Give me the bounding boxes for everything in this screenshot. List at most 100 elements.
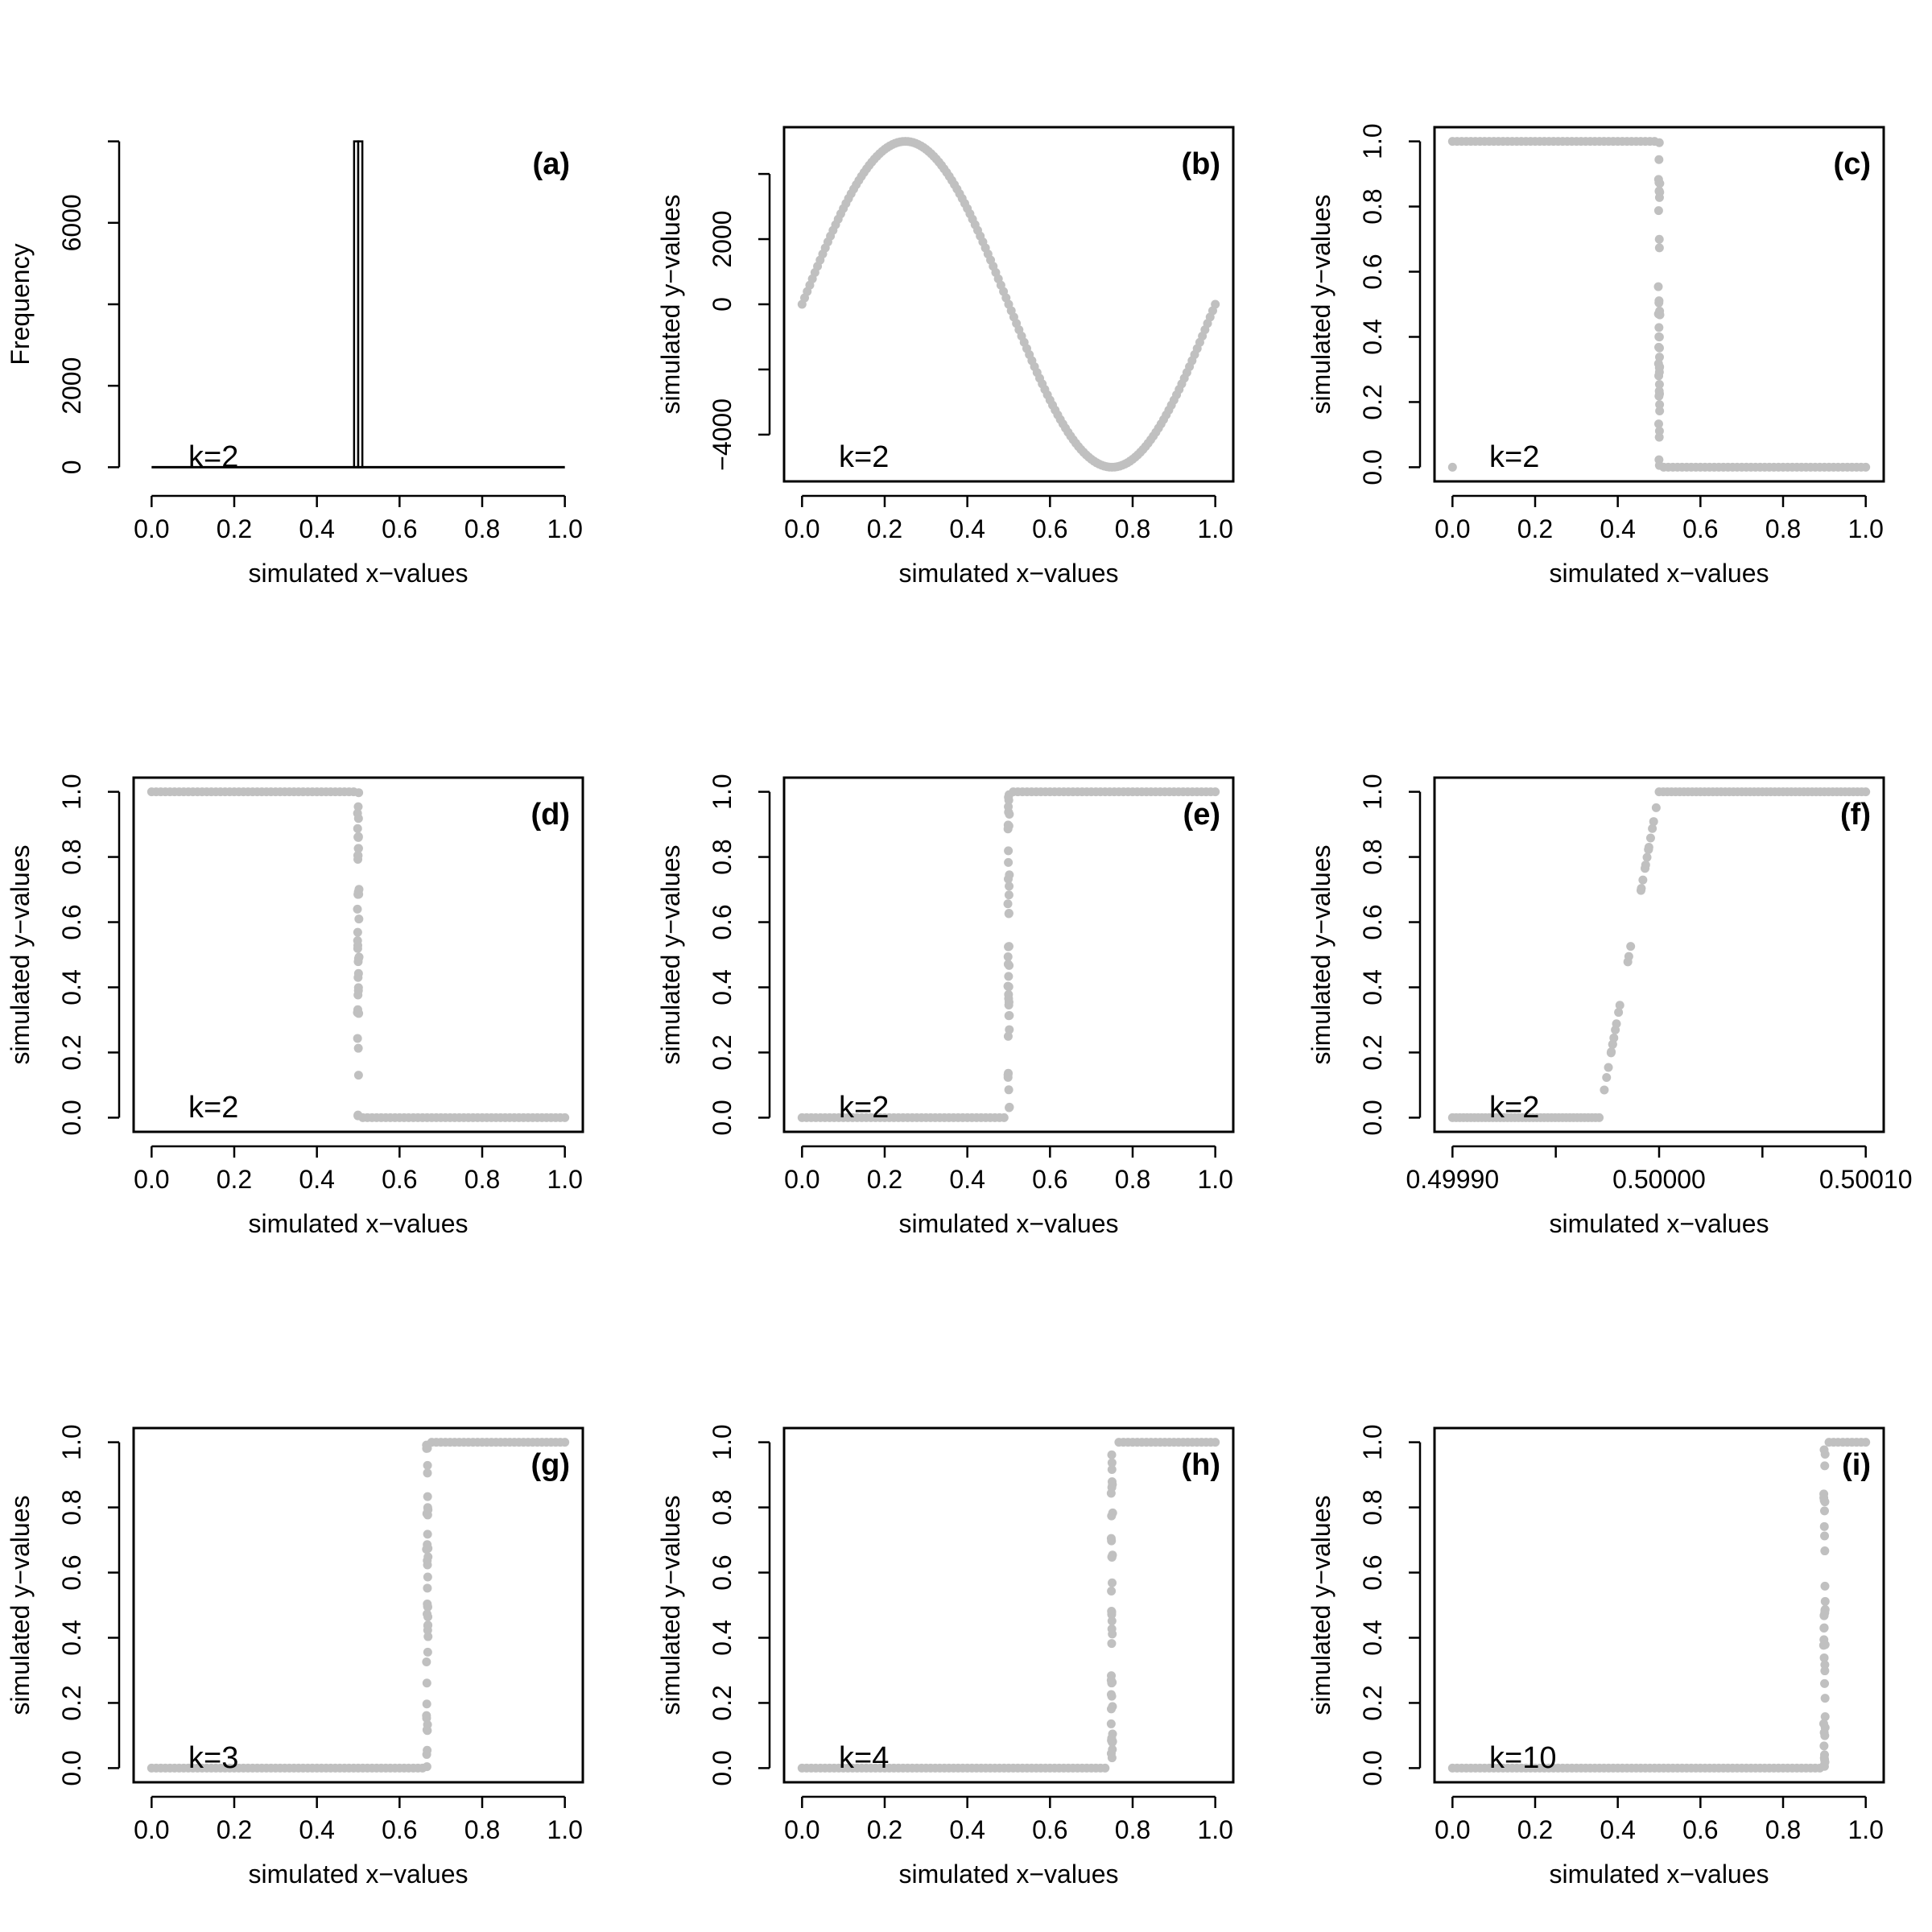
k-annotation: k=4 (839, 1741, 889, 1775)
data-point (1654, 178, 1664, 188)
data-point (423, 1612, 433, 1621)
points (1447, 137, 1871, 472)
data-point (1655, 306, 1665, 316)
y-tick-label: 0.2 (57, 1034, 86, 1070)
x-axis: 0.0 0.2 0.4 0.6 0.8 1.0 (134, 494, 583, 543)
panel-label: (a) (533, 147, 570, 181)
x-tick-label: 0.8 (1115, 514, 1150, 543)
data-point (423, 1632, 433, 1641)
panel-label: (b) (1181, 147, 1220, 181)
data-point (1820, 1497, 1830, 1507)
y-axis: 0 2000 6000 (57, 140, 121, 474)
y-tick-label: 0.8 (708, 1489, 737, 1525)
data-point (1100, 1763, 1110, 1773)
data-point (1820, 1581, 1830, 1591)
x-axis-title: simulated x−values (898, 1860, 1118, 1889)
plot-frame (1433, 776, 1885, 1133)
x-tick-label: 0.8 (1115, 1815, 1150, 1844)
data-point (353, 985, 363, 995)
data-point (353, 936, 362, 946)
k-annotation: k=3 (188, 1741, 238, 1775)
x-tick-label: 0.8 (1765, 514, 1801, 543)
x-tick-label: 0.2 (217, 1165, 252, 1194)
data-point (423, 1572, 432, 1582)
y-tick-label: 6000 (57, 194, 86, 251)
data-point (353, 824, 362, 833)
x-axis-title: simulated x−values (1549, 559, 1769, 588)
y-tick-label: 0.0 (1358, 1100, 1387, 1135)
data-point (1653, 206, 1663, 216)
x-tick-label: 0.4 (299, 1815, 334, 1844)
data-point (423, 1602, 432, 1612)
data-point (1653, 282, 1663, 291)
data-point (353, 1071, 363, 1080)
plot-frame (132, 776, 584, 1133)
x-axis-title: simulated x−values (1549, 1860, 1769, 1889)
x-tick-label: 0.0 (134, 514, 169, 543)
y-tick-label: 1.0 (708, 1424, 737, 1459)
data-point (1819, 1741, 1829, 1751)
x-tick-label: 0.6 (382, 1165, 417, 1194)
data-point (354, 1009, 364, 1018)
data-point (1654, 296, 1664, 306)
panel-label: (g) (530, 1448, 570, 1482)
x-tick-label: 0.2 (867, 1165, 902, 1194)
x-tick-label: 0.4 (299, 1165, 334, 1194)
data-point (1641, 864, 1650, 873)
x-tick-label: 1.0 (1847, 514, 1883, 543)
data-point (1447, 462, 1457, 472)
data-point (1003, 1031, 1013, 1041)
panel-a: 0.0 0.2 0.4 0.6 0.8 1.0 simulated x−values 0 200… (6, 140, 583, 588)
data-point (1108, 1508, 1117, 1517)
data-point (1819, 1611, 1829, 1620)
plot-frame (782, 776, 1235, 1133)
data-point (354, 885, 364, 894)
data-point (423, 1647, 432, 1657)
data-point (353, 802, 363, 811)
y-tick-label: 0.2 (1358, 384, 1387, 419)
y-tick-label: 0.6 (1358, 254, 1387, 289)
y-axis-title: simulated y−values (6, 844, 35, 1064)
y-tick-label: 0.8 (57, 1489, 86, 1525)
x-tick-label: 0.2 (1517, 514, 1553, 543)
x-tick-label: 0.50000 (1612, 1165, 1706, 1194)
x-tick-label: 1.0 (1847, 1815, 1883, 1844)
k-annotation: k=2 (839, 440, 889, 474)
data-point (422, 1762, 431, 1772)
data-point (353, 927, 362, 937)
data-point (1820, 1712, 1830, 1722)
data-point (1606, 1048, 1616, 1058)
data-point (1106, 1675, 1116, 1685)
x-tick-label: 1.0 (1197, 1165, 1232, 1194)
data-point (1004, 989, 1013, 999)
panel-f: 0.49990 0.50000 0.50010 simulated x−values 0… (1307, 774, 1913, 1238)
x-tick-label: 0.2 (867, 514, 902, 543)
data-point (423, 1468, 432, 1478)
k-annotation: k=2 (188, 1091, 238, 1125)
plot-frame (1433, 1426, 1885, 1784)
k-annotation: k=2 (188, 440, 238, 474)
data-point (1654, 432, 1664, 442)
data-point (1820, 1755, 1830, 1765)
y-axis: 0.0 0.2 0.4 0.6 0.8 1.0 (57, 1424, 121, 1786)
x-axis-title: simulated x−values (248, 559, 468, 588)
data-point (1004, 1085, 1013, 1095)
data-point (1654, 155, 1664, 164)
x-tick-label: 0.8 (1765, 1815, 1801, 1844)
data-point (1108, 1480, 1117, 1489)
histogram-bar (357, 140, 364, 469)
x-tick-label: 0.0 (784, 514, 819, 543)
x-tick-label: 0.6 (1682, 514, 1718, 543)
points (1447, 787, 1871, 1122)
data-point (1638, 875, 1648, 885)
k-annotation: k=10 (1489, 1741, 1556, 1775)
data-point (1655, 406, 1665, 415)
y-axis-title: simulated y−values (656, 194, 685, 414)
data-point (999, 1113, 1009, 1122)
data-point (1654, 460, 1664, 470)
plot-frame (782, 1426, 1235, 1784)
y-axis-title: Frequency (6, 243, 35, 365)
y-axis: −4000 0 2000 (708, 172, 771, 471)
